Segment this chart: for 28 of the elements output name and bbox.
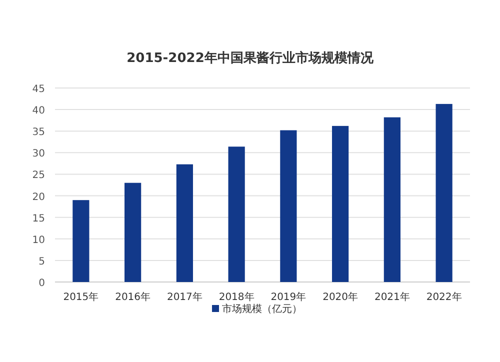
y-tick-label: 0 [38, 278, 45, 289]
bar [384, 117, 400, 282]
y-tick-label: 15 [32, 213, 45, 224]
bar [228, 146, 245, 282]
x-tick-label: 2015年 [63, 291, 99, 303]
x-tick-label: 2022年 [426, 291, 462, 303]
y-tick-label: 25 [32, 170, 45, 182]
x-tick-label: 2019年 [270, 291, 306, 303]
y-tick-label: 35 [32, 127, 45, 138]
bar [72, 200, 90, 282]
bar [124, 182, 142, 282]
x-tick-label: 2017年 [166, 291, 202, 303]
y-tick-label: 30 [32, 148, 45, 160]
chart-title: 2015-2022年中国果酱行业市场规模情况 [126, 50, 374, 66]
bar [436, 104, 452, 282]
bar [280, 130, 297, 282]
y-tick-label: 20 [32, 192, 45, 203]
bar [176, 164, 193, 282]
x-tick-label: 2018年 [218, 291, 254, 303]
x-tick-label: 2016年 [115, 291, 151, 303]
y-tick-label: 5 [38, 256, 45, 268]
bar [332, 126, 349, 282]
y-tick-label: 45 [32, 84, 45, 95]
legend-label: 市场规模（亿元） [222, 303, 302, 315]
y-tick-label: 40 [32, 106, 45, 117]
x-tick-label: 2021年 [374, 291, 410, 303]
y-tick-label: 10 [32, 234, 45, 246]
x-tick-label: 2020年 [322, 291, 358, 303]
